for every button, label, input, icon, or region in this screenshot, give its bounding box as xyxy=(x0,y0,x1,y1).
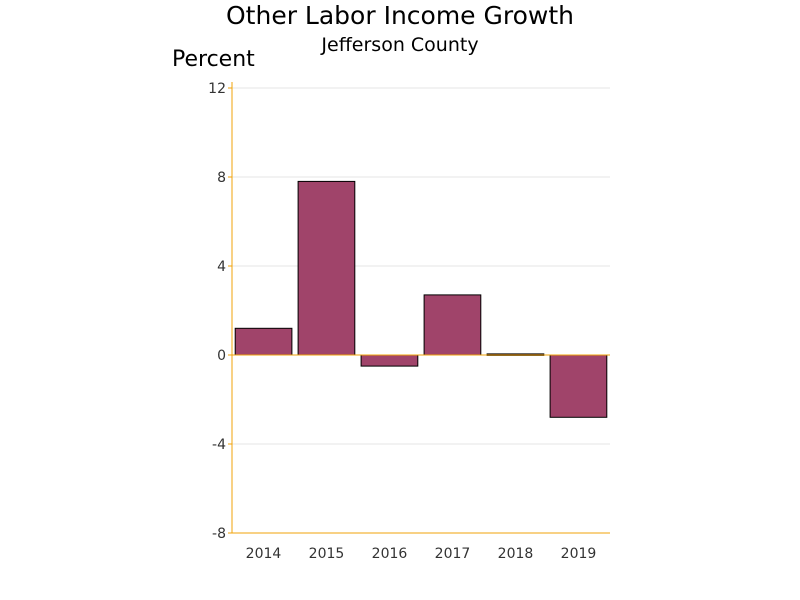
grid-lines xyxy=(232,87,610,445)
bar-2014 xyxy=(234,327,293,356)
bar-2015 xyxy=(297,180,356,356)
bar-2017 xyxy=(423,294,482,356)
x-tick-label: 2018 xyxy=(498,546,534,562)
bar-2016 xyxy=(360,354,419,367)
y-tick-labels: 12 8 4 0 -4 -8 xyxy=(208,81,226,542)
y-tick-label: 4 xyxy=(217,259,226,275)
y-tick-label: 0 xyxy=(217,348,226,364)
chart-subtitle: Jefferson County xyxy=(321,34,479,56)
x-tick-label: 2019 xyxy=(561,546,597,562)
x-tick-label: 2016 xyxy=(372,546,408,562)
axes xyxy=(228,82,610,534)
y-tick-label: 12 xyxy=(208,81,226,97)
x-tick-label: 2017 xyxy=(435,546,471,562)
x-tick-label: 2014 xyxy=(246,546,282,562)
bar-2019 xyxy=(549,354,608,418)
y-tick-label: 8 xyxy=(217,170,226,186)
y-axis-label: Percent xyxy=(172,47,255,72)
bars xyxy=(234,180,608,418)
y-tick-label: -8 xyxy=(212,526,226,542)
y-tick-label: -4 xyxy=(212,437,226,453)
chart-title: Other Labor Income Growth xyxy=(226,1,574,30)
x-tick-label: 2015 xyxy=(309,546,345,562)
x-tick-labels: 2014 2015 2016 2017 2018 2019 xyxy=(246,546,597,562)
